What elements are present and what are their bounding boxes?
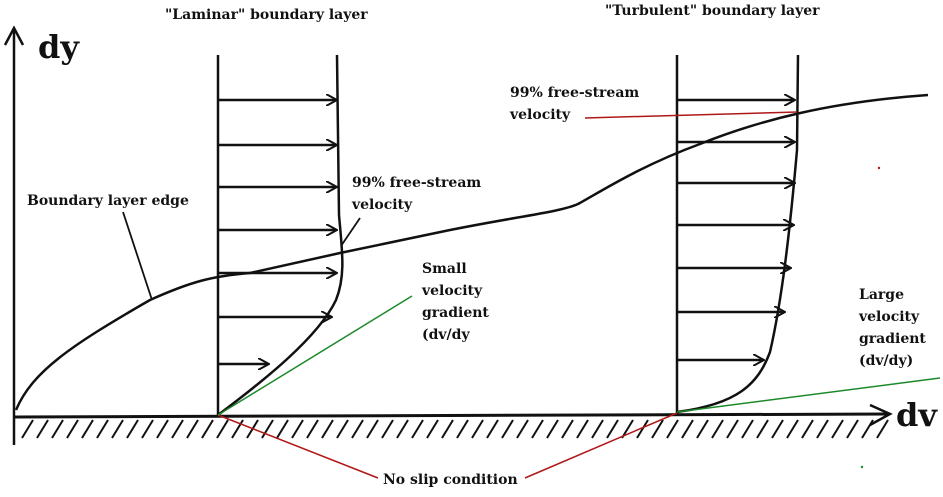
red-speck xyxy=(877,166,881,170)
hatch-mark xyxy=(426,419,439,439)
turbulent-velocity-arrows xyxy=(677,100,794,360)
hatch-mark xyxy=(216,419,229,439)
large-gradient-label: Large velocity gradient (dv/dy) xyxy=(859,287,926,369)
hatch-mark xyxy=(381,419,394,439)
hatch-mark xyxy=(516,419,529,439)
wall-hatching xyxy=(21,419,889,439)
small-gradient-label: Small velocity gradient (dv/dy xyxy=(422,261,489,343)
no-slip-label: No slip condition xyxy=(383,472,518,488)
turbulent-freestream-pointer xyxy=(584,111,798,119)
hatch-mark xyxy=(201,419,214,439)
hatch-mark xyxy=(666,419,679,439)
no-slip-pointer-laminar xyxy=(217,414,379,479)
hatch-mark xyxy=(681,419,694,439)
hatch-mark xyxy=(711,419,724,439)
laminar-velocity-arrows xyxy=(218,100,336,364)
hatch-mark xyxy=(831,419,844,439)
hatch-mark xyxy=(261,419,274,439)
hatch-mark xyxy=(321,419,334,439)
boundary-edge-label: Boundary layer edge xyxy=(27,193,189,209)
boundary-layer-edge-curve xyxy=(14,93,929,411)
hatch-mark xyxy=(126,419,139,439)
hatch-mark xyxy=(486,419,499,439)
hatch-mark xyxy=(186,419,199,439)
hatch-mark xyxy=(441,419,454,439)
hatch-mark xyxy=(351,419,364,439)
turbulent-title: "Turbulent" boundary layer xyxy=(605,3,820,19)
edge-label-pointer xyxy=(122,211,153,301)
hatch-mark xyxy=(576,419,589,439)
y-axis-label: dy xyxy=(38,28,79,66)
hatch-mark xyxy=(876,419,889,439)
hatch-mark xyxy=(456,419,469,439)
y-axis-arrowhead xyxy=(3,25,25,46)
hatch-mark xyxy=(96,419,109,439)
laminar-title: "Laminar" boundary layer xyxy=(165,7,368,23)
hatch-mark xyxy=(231,419,244,439)
hatch-mark xyxy=(651,419,664,439)
hatch-mark xyxy=(276,419,289,439)
hatch-mark xyxy=(66,419,79,439)
hatch-mark xyxy=(696,419,709,439)
hatch-mark xyxy=(561,419,574,439)
hatch-mark xyxy=(111,419,124,439)
hatch-mark xyxy=(591,419,604,439)
laminar-gradient-line xyxy=(217,295,413,416)
hatch-mark xyxy=(606,419,619,439)
hatch-mark xyxy=(171,419,184,439)
x-axis-wall xyxy=(13,412,891,419)
hatch-mark xyxy=(336,419,349,439)
hatch-mark xyxy=(141,419,154,439)
hatch-mark xyxy=(291,419,304,439)
hatch-mark xyxy=(846,419,859,439)
laminar-freestream-label: 99% free-stream velocity xyxy=(352,175,482,213)
x-axis-label: dv xyxy=(896,396,937,434)
hatch-mark xyxy=(771,419,784,439)
hatch-mark xyxy=(546,419,559,439)
turbulent-velocity-profile xyxy=(676,54,800,414)
laminar-freestream-pointer xyxy=(340,217,361,247)
hatch-mark xyxy=(501,419,514,439)
hatch-mark xyxy=(36,419,49,439)
x-axis-arrowhead xyxy=(869,403,893,427)
hatch-mark xyxy=(801,419,814,439)
hatch-mark xyxy=(81,419,94,439)
hatch-mark xyxy=(726,419,739,439)
hatch-mark xyxy=(366,419,379,439)
hatch-mark xyxy=(51,419,64,439)
hatch-mark xyxy=(156,419,169,439)
hatch-mark xyxy=(756,419,769,439)
hatch-mark xyxy=(411,419,424,439)
hatch-mark xyxy=(861,419,874,439)
no-slip-pointer-turbulent xyxy=(524,412,678,479)
hatch-mark xyxy=(21,419,34,439)
hatch-mark xyxy=(636,419,649,439)
turbulent-gradient-line xyxy=(676,377,941,413)
hatch-mark xyxy=(816,419,829,439)
hatch-mark xyxy=(471,419,484,439)
laminar-velocity-profile xyxy=(217,54,344,416)
hatch-mark xyxy=(306,419,319,439)
hatch-mark xyxy=(786,419,799,439)
hatch-mark xyxy=(531,419,544,439)
hatch-mark xyxy=(396,419,409,439)
hatch-mark xyxy=(741,419,754,439)
green-speck xyxy=(860,465,864,469)
turbulent-freestream-label: 99% free-stream velocity xyxy=(510,85,640,123)
